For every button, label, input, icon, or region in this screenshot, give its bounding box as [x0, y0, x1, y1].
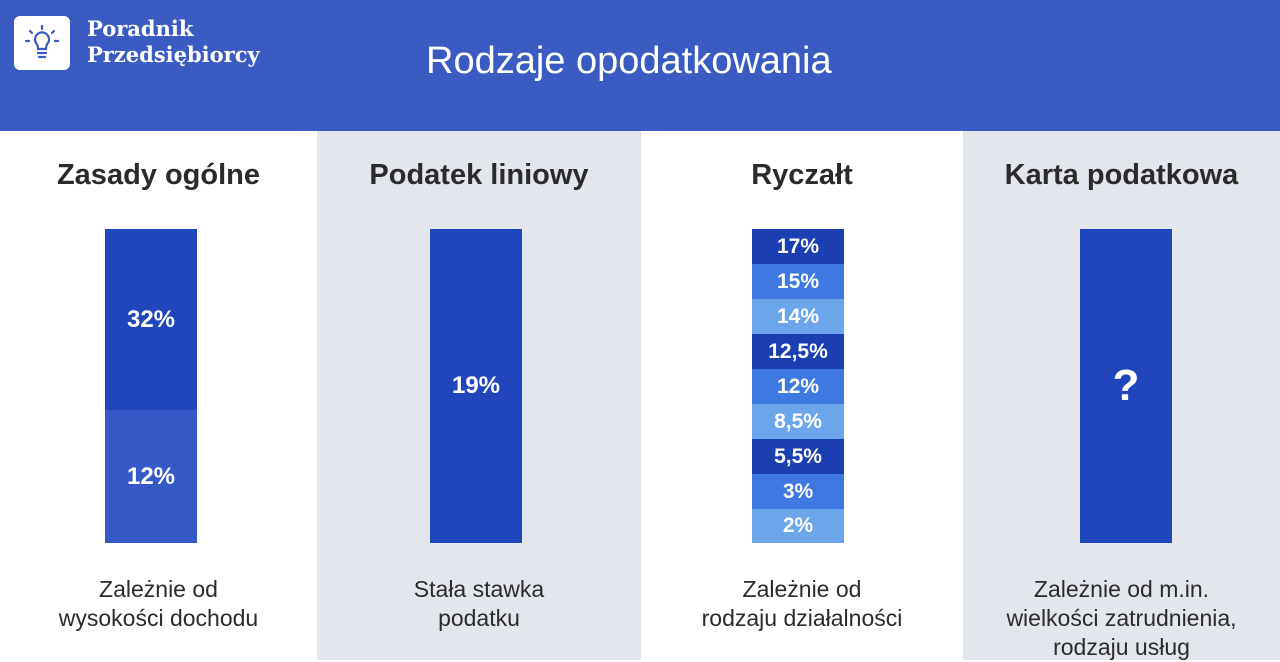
rate-segment: ? — [1080, 229, 1172, 543]
tax-column-2: Podatek liniowy 19% Stała stawka podatku — [317, 131, 641, 660]
column-note: Zależnie od m.in. wielkości zatrudnienia,… — [963, 575, 1280, 662]
note-line: wysokości dochodu — [58, 605, 259, 631]
brand-line-1: Poradnik — [87, 16, 194, 41]
rate-segment: 5,5% — [752, 439, 844, 474]
rate-segment: 14% — [752, 299, 844, 334]
rate-segment: 17% — [752, 229, 844, 264]
logo — [14, 16, 70, 70]
rate-segment: 12,5% — [752, 334, 844, 369]
column-title: Podatek liniowy — [369, 159, 589, 191]
rate-segment: 32% — [105, 229, 197, 410]
header-banner: Poradnik Przedsiębiorcy Rodzaje opodatko… — [0, 0, 1280, 131]
column-note: Zależnie od wysokości dochodu — [0, 575, 317, 633]
lightbulb-icon — [24, 24, 60, 59]
rate-segment: 3% — [752, 474, 844, 509]
note-line: Zależnie od — [742, 576, 862, 602]
brand-line-2: Przedsiębiorcy — [87, 42, 260, 67]
tax-column-4: Karta podatkowa? Zależnie od m.in. wielkoś… — [963, 131, 1280, 660]
rate-segment: 2% — [752, 509, 844, 543]
rate-segment: 12% — [105, 410, 197, 543]
rate-bar: 19% — [430, 229, 522, 543]
note-line: Zależnie od m.in. — [1033, 576, 1210, 602]
page-title: Rodzaje opodatkowania — [426, 40, 832, 82]
note-line: Stała stawka — [413, 576, 545, 602]
rate-bar: 32% 12% — [105, 229, 197, 543]
note-line: Zależnie od — [99, 576, 218, 602]
column-title: Zasady ogólne — [56, 159, 261, 191]
rate-segment: 19% — [430, 229, 522, 543]
rate-segment: 12% — [752, 369, 844, 404]
tax-column-3: Ryczałt 17% 15% 14% 12,5% 12% 8,5% 5,5% 3% 2% Zale… — [641, 131, 963, 660]
brand-name: Poradnik Przedsiębiorcy — [87, 16, 260, 68]
rate-bar: 17% 15% 14% 12,5% 12% 8,5% 5,5% 3% 2% — [752, 229, 844, 543]
note-line: podatku — [438, 605, 520, 631]
tax-column-1: Zasady ogólne 32% 12% Zależnie od wysokości … — [0, 131, 317, 660]
column-note: Zależnie od rodzaju działalności — [641, 575, 963, 633]
column-title: Karta podatkowa — [1004, 159, 1239, 191]
note-line: rodzaju działalności — [701, 605, 903, 631]
column-title: Ryczałt — [751, 159, 853, 191]
rate-bar: ? — [1080, 229, 1172, 543]
note-line: rodzaju usług — [1053, 634, 1190, 660]
column-note: Stała stawka podatku — [317, 575, 641, 633]
note-line: wielkości zatrudnienia, — [1006, 605, 1237, 631]
rate-segment: 8,5% — [752, 404, 844, 439]
rate-segment: 15% — [752, 264, 844, 299]
